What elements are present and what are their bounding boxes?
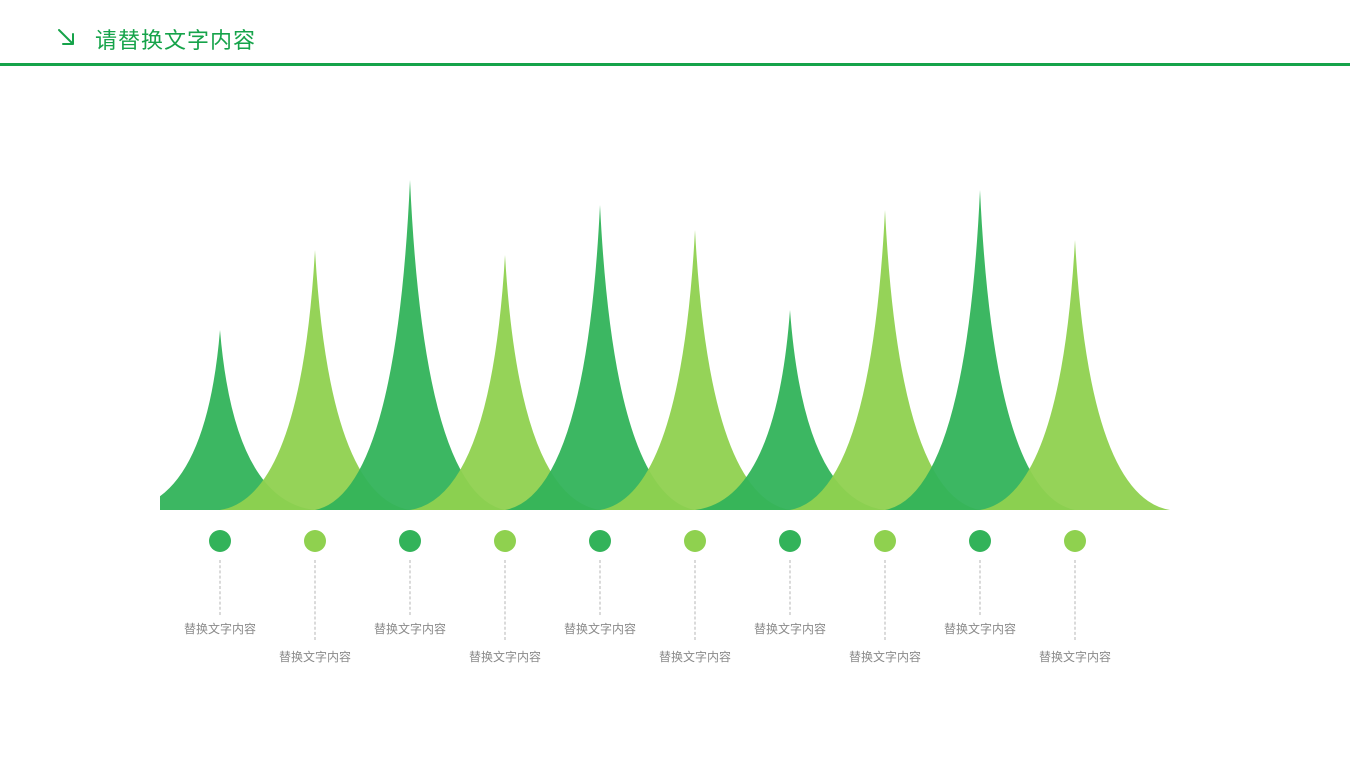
dot-8 [874, 530, 896, 552]
connector-9 [980, 560, 981, 615]
label-10: 替换文字内容 [1039, 648, 1111, 665]
connector-7 [790, 560, 791, 615]
connector-6 [695, 560, 696, 640]
dot-10 [1064, 530, 1086, 552]
connector-1 [220, 560, 221, 615]
dots-row [160, 530, 1190, 560]
label-6: 替换文字内容 [659, 648, 731, 665]
connector-10 [1075, 560, 1076, 640]
dot-9 [969, 530, 991, 552]
connector-2 [315, 560, 316, 640]
label-5: 替换文字内容 [564, 620, 636, 637]
label-7: 替换文字内容 [754, 620, 826, 637]
dot-1 [209, 530, 231, 552]
connector-5 [600, 560, 601, 615]
label-8: 替换文字内容 [849, 648, 921, 665]
page-title: 请替换文字内容 [95, 23, 256, 55]
label-2: 替换文字内容 [279, 648, 351, 665]
dot-2 [304, 530, 326, 552]
dot-3 [399, 530, 421, 552]
arrow-down-right-icon [55, 26, 77, 53]
dot-5 [589, 530, 611, 552]
label-1: 替换文字内容 [184, 620, 256, 637]
connector-3 [410, 560, 411, 615]
dot-6 [684, 530, 706, 552]
dot-4 [494, 530, 516, 552]
label-4: 替换文字内容 [469, 648, 541, 665]
connector-4 [505, 560, 506, 640]
dot-7 [779, 530, 801, 552]
connector-8 [885, 560, 886, 640]
peaks-chart [160, 140, 1190, 510]
page-header: 请替换文字内容 [55, 23, 256, 55]
label-3: 替换文字内容 [374, 620, 446, 637]
label-9: 替换文字内容 [944, 620, 1016, 637]
header-rule [0, 63, 1350, 66]
